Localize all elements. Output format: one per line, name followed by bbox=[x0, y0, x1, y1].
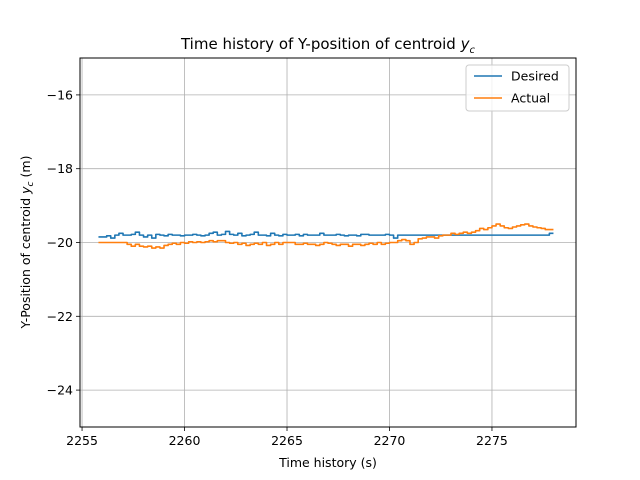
x-tick-label: 2270 bbox=[374, 433, 406, 448]
legend-label-desired: Desired bbox=[511, 69, 559, 84]
chart-title-math: y bbox=[460, 35, 471, 53]
y-axis-label-math: y bbox=[18, 186, 33, 195]
x-tick-label: 2275 bbox=[476, 433, 508, 448]
y-tick-label: −18 bbox=[47, 161, 73, 176]
y-tick-label: −22 bbox=[47, 309, 73, 324]
x-tick-label: 2265 bbox=[271, 433, 303, 448]
series-line-desired bbox=[98, 230, 554, 239]
ticks: 2255 2260 2265 2270 2275 −16 −18 −20 −22 −24 bbox=[47, 87, 508, 448]
y-axis-label-math-sub: c bbox=[26, 181, 36, 186]
x-tick-label: 2260 bbox=[169, 433, 201, 448]
x-tick-label: 2255 bbox=[66, 433, 98, 448]
y-tick-label: −20 bbox=[47, 235, 73, 250]
y-axis-label-unit: (m) bbox=[18, 156, 33, 178]
chart-title: Time history of Y-position of centroid y… bbox=[180, 35, 476, 56]
legend-label-actual: Actual bbox=[511, 91, 550, 106]
x-axis-label: Time history (s) bbox=[278, 455, 377, 470]
chart-title-text: Time history of Y-position of centroid bbox=[180, 35, 456, 53]
y-tick-label: −24 bbox=[47, 383, 73, 398]
legend: Desired Actual bbox=[465, 64, 570, 112]
series-layer bbox=[98, 223, 554, 249]
y-axis-label: Y-Position of centroid yc (m) bbox=[18, 156, 36, 330]
series-line-actual bbox=[98, 223, 554, 249]
y-axis-label-text: Y-Position of centroid bbox=[18, 198, 33, 330]
y-tick-label: −16 bbox=[47, 87, 73, 102]
chart-title-math-sub: c bbox=[470, 45, 476, 56]
